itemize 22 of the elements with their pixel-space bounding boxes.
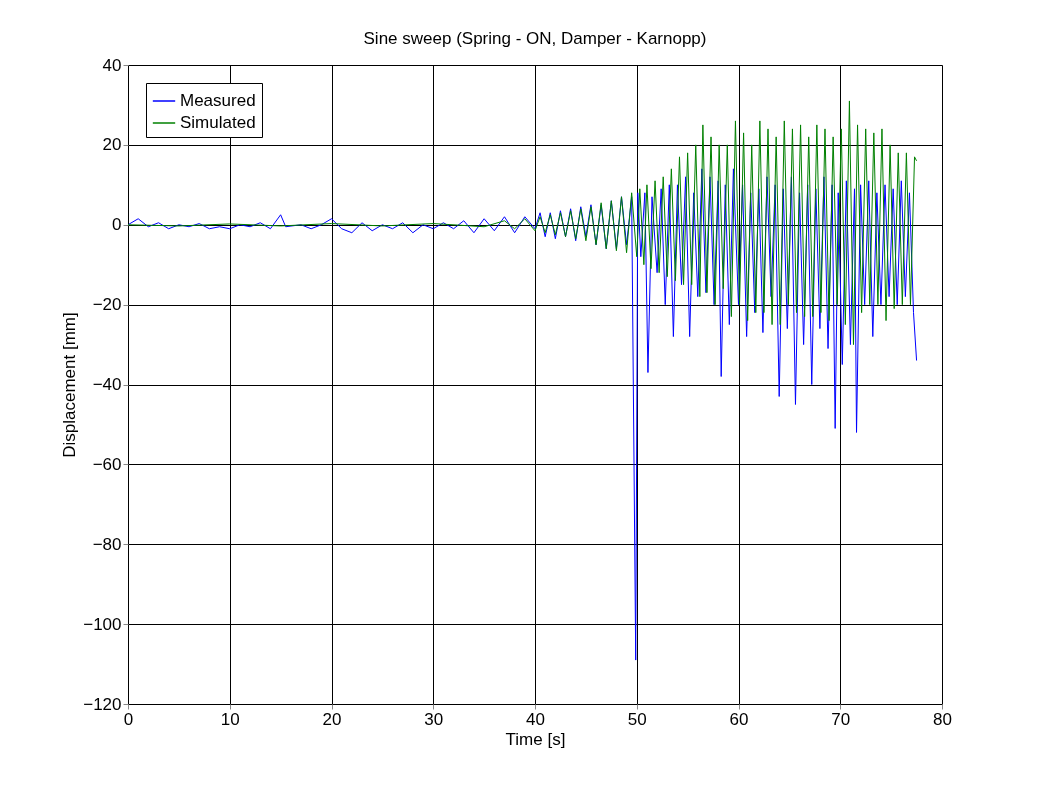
x-tick-label: 40 — [526, 709, 545, 729]
chart-title: Sine sweep (Spring - ON, Damper - Karnopp) — [363, 29, 707, 48]
y-tick-label: −80 — [92, 534, 122, 554]
legend-label: Simulated — [180, 113, 256, 132]
y-tick-label: −100 — [83, 614, 122, 634]
y-tick-label: 40 — [102, 55, 122, 75]
x-tick-label: 30 — [424, 709, 444, 729]
x-tick-label: 50 — [627, 709, 647, 729]
y-tick-label: −20 — [92, 295, 122, 315]
x-tick-label: 80 — [933, 709, 952, 729]
y-tick-label: −60 — [92, 454, 122, 474]
y-tick-label: 20 — [102, 135, 122, 155]
x-axis-title: Time [s] — [505, 729, 566, 749]
x-tick-label: 20 — [322, 709, 342, 729]
y-tick-label: 0 — [112, 215, 122, 235]
x-tick-label: 60 — [729, 709, 749, 729]
x-tick-label: 70 — [831, 709, 851, 729]
y-tick-label: −120 — [83, 694, 122, 714]
y-axis-title: Displacement [mm] — [60, 312, 80, 458]
legend-label: Measured — [180, 91, 256, 110]
y-tick-label: −40 — [92, 375, 122, 394]
x-tick-label: 10 — [220, 709, 240, 729]
